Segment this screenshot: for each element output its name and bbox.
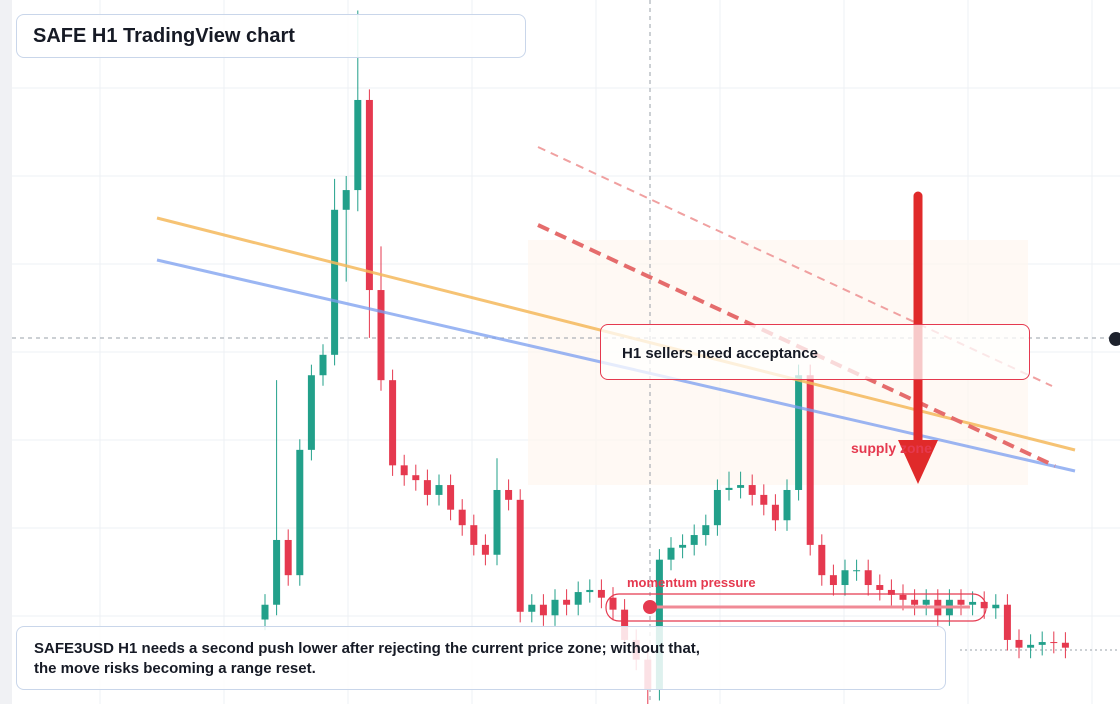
candle-body xyxy=(899,594,907,600)
channel-upper xyxy=(537,146,1053,387)
candle-body xyxy=(586,589,594,593)
candle-body xyxy=(864,570,872,586)
candle-body xyxy=(423,480,431,495)
candle-body xyxy=(771,504,779,521)
zone-label: supply zone xyxy=(851,440,932,456)
candle-body xyxy=(563,599,571,605)
candle-body xyxy=(435,485,443,495)
momentum-dot xyxy=(643,600,657,614)
candle-body xyxy=(957,599,965,605)
candle-body xyxy=(319,354,327,376)
candle-body xyxy=(1027,644,1035,648)
candles xyxy=(261,10,1069,704)
candle-body xyxy=(876,585,884,590)
candle-body xyxy=(911,599,919,605)
candle-body xyxy=(783,489,791,521)
candle-body xyxy=(447,485,455,510)
axis-handle xyxy=(1109,332,1120,346)
candle-body xyxy=(493,489,501,555)
candle-body xyxy=(806,375,814,545)
momentum-label: momentum pressure xyxy=(627,575,756,590)
candle-body xyxy=(621,609,629,640)
candle-body xyxy=(690,535,698,545)
candle-body xyxy=(841,570,849,586)
candle-body xyxy=(400,465,408,476)
candle-body xyxy=(377,290,385,381)
candle-body xyxy=(655,559,663,690)
candle-body xyxy=(760,494,768,505)
arrow-head xyxy=(898,440,938,484)
candle-body xyxy=(296,449,304,576)
candle-body xyxy=(1061,642,1069,648)
candle-body xyxy=(679,544,687,548)
candle-body xyxy=(887,589,895,595)
candle-body xyxy=(1003,604,1011,640)
candle-body xyxy=(853,570,861,572)
candle-body xyxy=(829,575,837,586)
candle-body xyxy=(795,375,803,490)
candle-body xyxy=(354,99,362,191)
candle-body xyxy=(667,547,675,560)
candle-body xyxy=(307,375,315,450)
title-box: SAFE H1 TradingView chart xyxy=(16,14,526,58)
candle-body xyxy=(992,604,1000,609)
candle-body xyxy=(969,601,977,605)
candle-body xyxy=(470,525,478,545)
candle-body xyxy=(539,604,547,616)
candle-body xyxy=(342,190,350,210)
left-edge xyxy=(0,0,12,704)
candle-body xyxy=(389,380,397,466)
candle-body xyxy=(1038,642,1046,645)
candle-body xyxy=(528,604,536,612)
callout-text: H1 sellers need acceptance xyxy=(622,345,818,362)
title: SAFE H1 TradingView chart xyxy=(33,25,295,47)
candle-body xyxy=(273,539,281,605)
candle-body xyxy=(980,601,988,609)
note-line: SAFE3USD H1 needs a second push lower af… xyxy=(34,640,700,657)
candle-body xyxy=(481,544,489,555)
candle-body xyxy=(574,592,582,605)
candle-body xyxy=(609,597,617,610)
candle-body xyxy=(818,544,826,576)
candle-body xyxy=(551,599,559,616)
candle-body xyxy=(737,485,745,488)
candle-body xyxy=(505,489,513,500)
candle-body xyxy=(1050,642,1058,644)
candle-body xyxy=(365,99,373,291)
candle-body xyxy=(702,525,710,536)
candle-body xyxy=(261,604,269,620)
momentum-pill xyxy=(605,593,987,622)
candle-body xyxy=(412,475,420,481)
candle-body xyxy=(516,499,524,612)
candle-body xyxy=(725,487,733,490)
note-line: the move risks becoming a range reset. xyxy=(34,660,316,677)
candle-body xyxy=(458,509,466,526)
callout-box: H1 sellers need acceptance xyxy=(600,324,1030,380)
candle-body xyxy=(331,209,339,355)
candle-body xyxy=(597,589,605,598)
candle-body xyxy=(748,485,756,495)
candle-body xyxy=(713,489,721,526)
candle-body xyxy=(1015,639,1023,648)
candle-body xyxy=(922,599,930,605)
note-box: SAFE3USD H1 needs a second push lower af… xyxy=(16,626,946,690)
candle-body xyxy=(284,539,292,576)
